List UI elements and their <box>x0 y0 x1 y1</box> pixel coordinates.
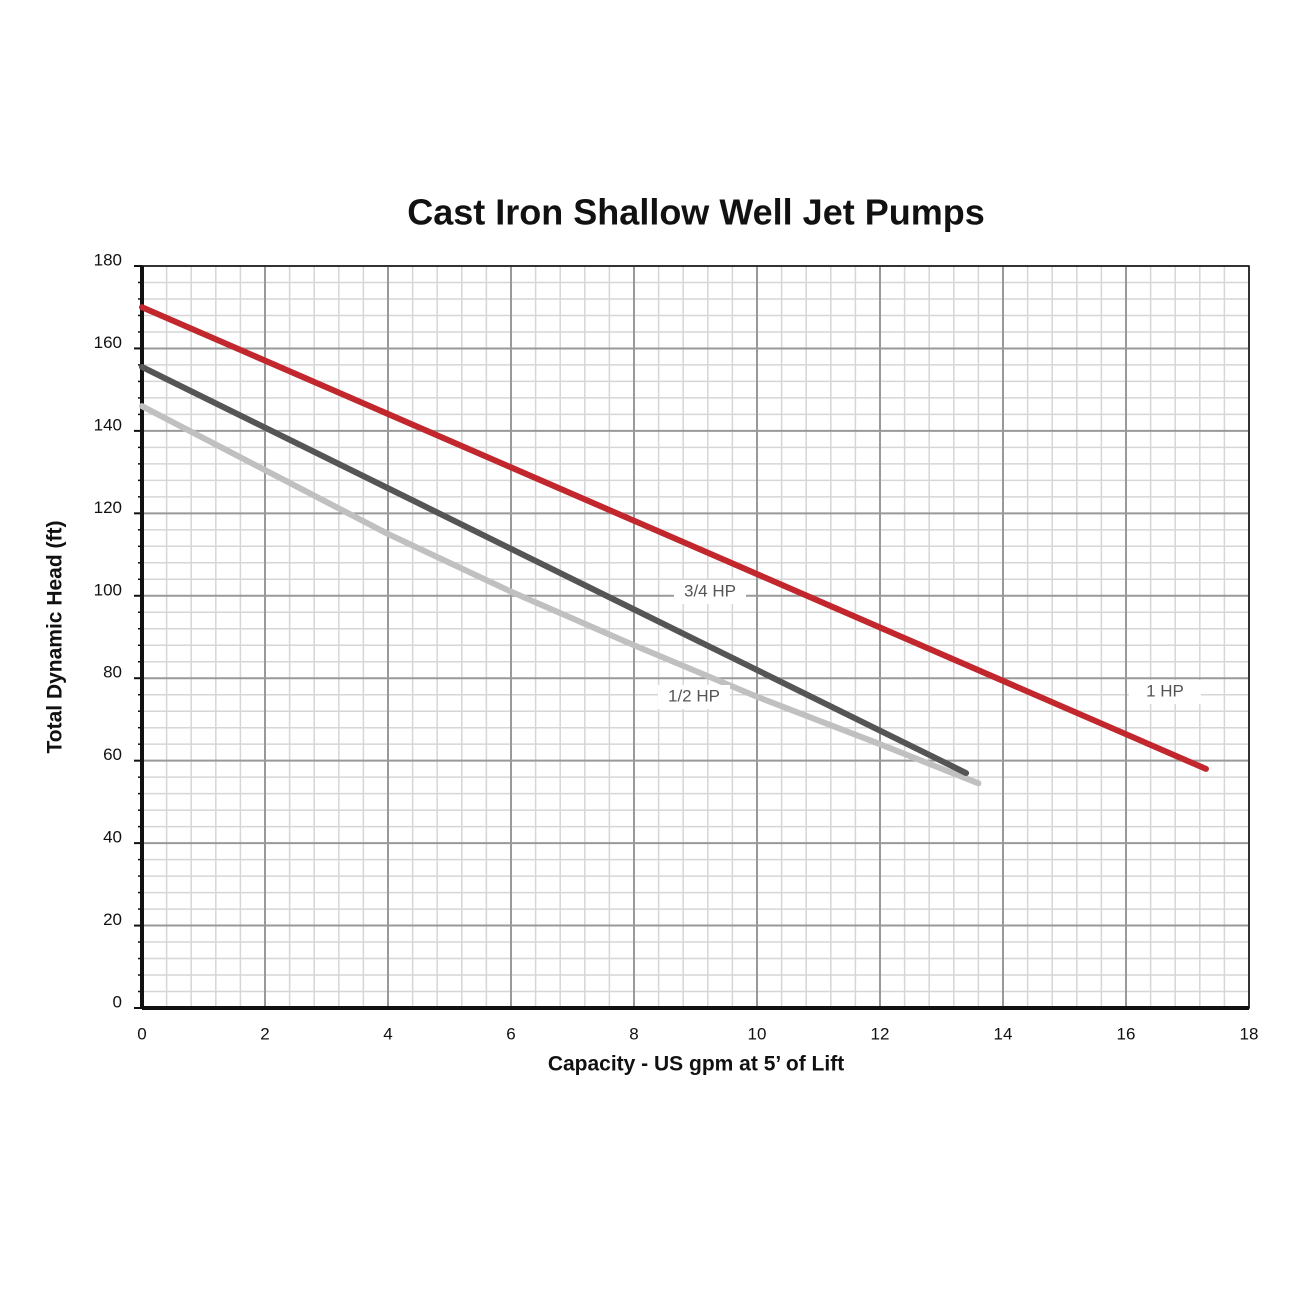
y-tick-label: 0 <box>113 992 122 1011</box>
series-label: 1/2 HP <box>668 686 720 705</box>
series-line <box>139 363 970 777</box>
x-tick-label: 8 <box>629 1024 638 1043</box>
label-background <box>658 685 730 709</box>
y-tick-label: 60 <box>103 745 122 764</box>
chart-title: Cast Iron Shallow Well Jet Pumps <box>407 192 984 233</box>
x-tick-label: 6 <box>506 1024 515 1043</box>
y-tick-label: 120 <box>94 498 122 517</box>
series-line <box>139 304 1209 772</box>
x-tick-label: 16 <box>1117 1024 1136 1043</box>
label-background <box>674 580 746 604</box>
series-label: 1 HP <box>1146 681 1184 700</box>
y-tick-label: 100 <box>94 580 122 599</box>
x-tick-label: 10 <box>748 1024 767 1043</box>
y-tick-label: 160 <box>94 333 122 352</box>
x-tick-label: 14 <box>994 1024 1013 1043</box>
series-label: 3/4 HP <box>684 581 736 600</box>
x-tick-label: 18 <box>1240 1024 1259 1043</box>
y-tick-label: 180 <box>94 250 122 269</box>
x-tick-label: 12 <box>871 1024 890 1043</box>
x-tick-label: 2 <box>260 1024 269 1043</box>
x-tick-label: 0 <box>137 1024 146 1043</box>
label-background <box>1129 680 1201 704</box>
y-tick-label: 40 <box>103 828 122 847</box>
x-axis-label: Capacity - US gpm at 5’ of Lift <box>548 1053 844 1076</box>
y-axis-label: Total Dynamic Head (ft) <box>44 521 67 754</box>
y-tick-label: 140 <box>94 415 122 434</box>
y-tick-label: 20 <box>103 910 122 929</box>
x-tick-label: 4 <box>383 1024 392 1043</box>
y-tick-label: 80 <box>103 663 122 682</box>
series-line <box>139 403 982 787</box>
